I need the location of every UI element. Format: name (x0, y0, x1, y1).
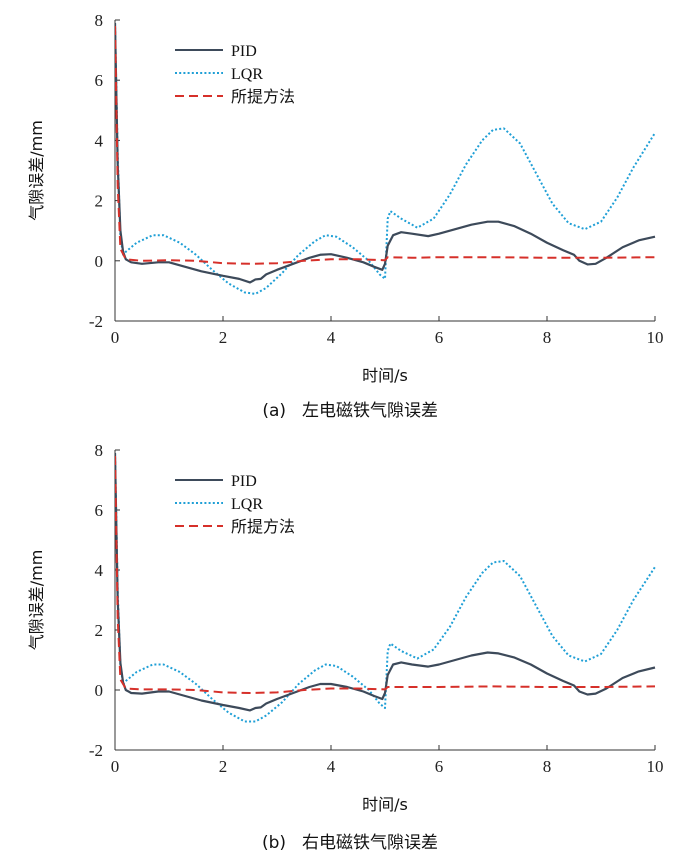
x-tick-label: 6 (435, 757, 444, 776)
y-axis-title: 气隙误差/mm (27, 120, 46, 221)
x-tick-label: 2 (219, 328, 228, 347)
legend-label: LQR (231, 496, 263, 513)
y-tick-label: 6 (95, 501, 104, 520)
x-tick-label: 8 (543, 757, 552, 776)
x-tick-label: 10 (647, 328, 664, 347)
x-tick-label: 8 (543, 328, 552, 347)
x-axis-title: 时间/s (362, 366, 408, 385)
series-line-proposed (115, 26, 656, 265)
series-line-pid (115, 22, 656, 284)
caption-label: (b) (262, 833, 286, 853)
x-tick-label: 6 (435, 328, 444, 347)
y-tick-label: 8 (95, 441, 104, 460)
caption-text: 右电磁铁气隙误差 (302, 833, 438, 853)
y-tick-label: 4 (95, 131, 104, 150)
legend-label: PID (231, 43, 257, 60)
legend-label: LQR (231, 66, 263, 83)
y-tick-label: 0 (95, 252, 104, 271)
series-line-proposed (115, 455, 656, 694)
series-line-lqr (115, 452, 656, 723)
x-axis-title: 时间/s (362, 795, 408, 814)
x-tick-label: 0 (111, 757, 120, 776)
y-tick-label: 2 (95, 192, 104, 211)
x-tick-label: 4 (327, 757, 336, 776)
series-group (115, 452, 656, 723)
y-tick-label: 4 (95, 561, 104, 580)
y-tick-label: 6 (95, 71, 104, 90)
x-tick-label: 2 (219, 757, 228, 776)
legend-label: 所提方法 (231, 518, 295, 536)
series-line-lqr (115, 22, 656, 295)
x-tick-label: 0 (111, 328, 120, 347)
y-tick-label: -2 (89, 312, 103, 331)
legend-label: 所提方法 (231, 88, 295, 106)
caption-label: (a) (262, 401, 286, 421)
caption-text: 左电磁铁气隙误差 (302, 401, 438, 421)
y-axis-title: 气隙误差/mm (27, 550, 46, 651)
x-tick-label: 10 (647, 757, 664, 776)
x-tick-label: 4 (327, 328, 336, 347)
y-tick-label: 2 (95, 621, 104, 640)
series-line-pid (115, 452, 656, 712)
y-tick-label: 8 (95, 11, 104, 30)
legend-label: PID (231, 473, 257, 490)
series-group (115, 22, 656, 295)
y-tick-label: -2 (89, 741, 103, 760)
y-tick-label: 0 (95, 681, 104, 700)
